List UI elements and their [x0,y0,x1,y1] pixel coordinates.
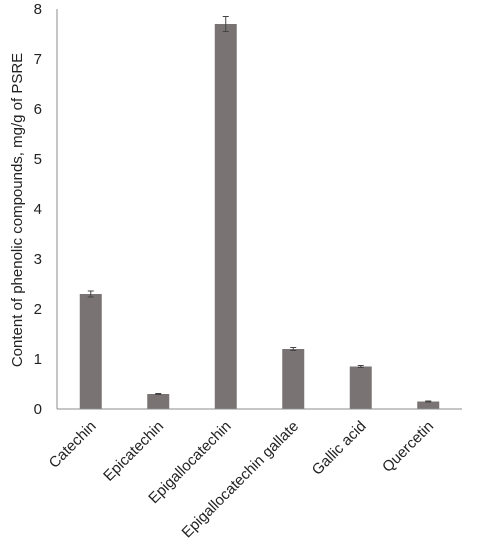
y-tick-label: 5 [34,151,42,168]
y-tick-label: 6 [34,101,42,118]
bar-gallic-acid [349,366,372,409]
error-bar [290,347,297,351]
y-tick-label: 2 [34,301,42,318]
bars-group [79,24,440,409]
x-tick-label: Gallic acid [309,418,370,479]
error-bar [87,290,94,298]
y-axis-title: Content of phenolic compounds, mg/g of P… [9,53,26,367]
bar-epigallocatechin-gallate [282,349,305,409]
y-tick-label: 3 [34,251,42,268]
x-tick-labels: Catechin EpicatechinEpigallocatechinEpiga… [46,418,437,541]
x-tick-label: Quercetin [379,418,437,476]
bar-epigallocatechin [214,24,237,409]
x-tick-label: Epigallocatechin gallate [179,418,302,541]
error-bar [155,393,162,395]
y-tick-label: 8 [34,1,42,18]
y-tick-labels: 0 1 2 3 4 5 6 7 8 [34,1,42,418]
y-tick-label: 1 [34,351,42,368]
y-tick-label: 7 [34,51,42,68]
bar-catechin [79,294,102,409]
bar-epicatechin [147,394,170,409]
bar-quercetin [417,401,440,409]
error-bars-group [87,16,432,403]
error-bar [222,16,229,32]
y-tick-label: 4 [34,201,42,218]
x-tick-label: Catechin [46,418,100,472]
y-tick-label: 0 [34,401,42,418]
x-tick-label: Epicatechin [100,418,167,485]
error-bar [425,400,432,403]
error-bar [357,365,364,368]
